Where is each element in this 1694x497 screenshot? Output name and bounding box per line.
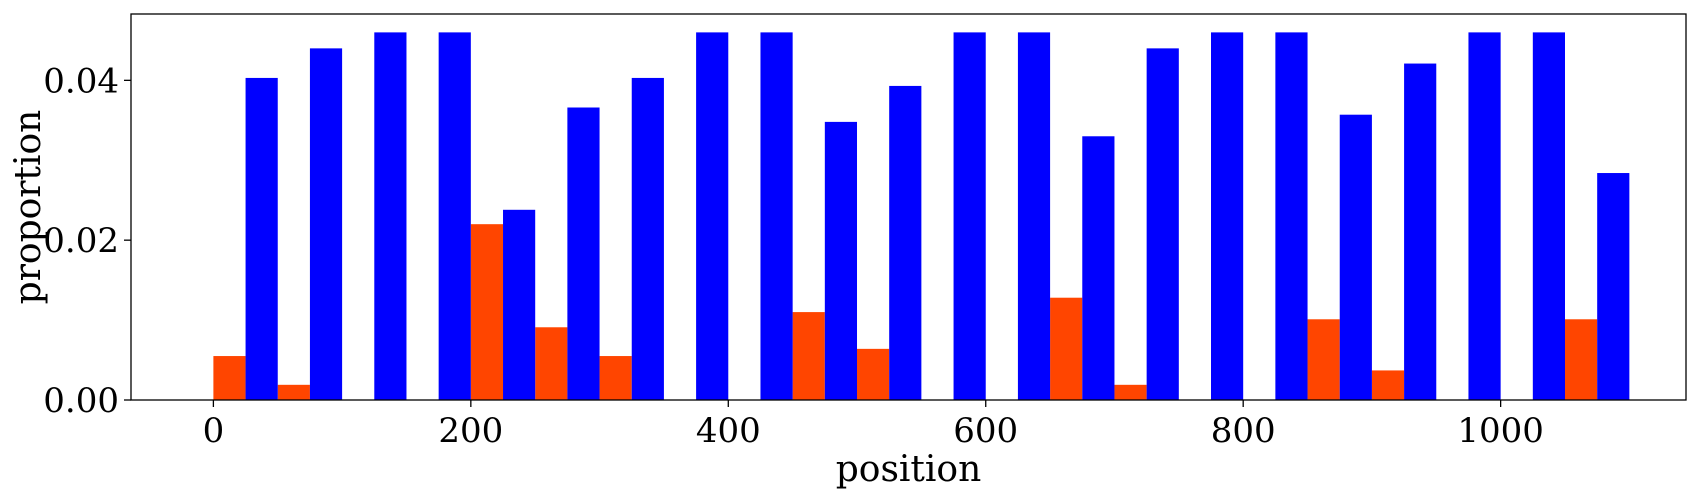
bar-series-2-19 bbox=[1468, 32, 1501, 400]
bar-series-2-1 bbox=[309, 48, 343, 401]
bar-series-2-2 bbox=[374, 32, 407, 400]
bar-series-2-9 bbox=[824, 121, 858, 401]
x-tick-label: 400 bbox=[696, 411, 761, 451]
bar-series-2-6 bbox=[631, 77, 664, 400]
x-tick-label: 800 bbox=[1211, 411, 1276, 451]
bar-series-2-0 bbox=[245, 77, 278, 400]
y-tick-label: 0.00 bbox=[43, 381, 119, 421]
bar-series-2-20 bbox=[1532, 32, 1565, 400]
bar-series-1-9 bbox=[792, 312, 825, 400]
bar-series-2-10 bbox=[889, 85, 922, 400]
bar-series-1-10 bbox=[857, 348, 890, 400]
y-axis-ticks: 0.00 0.02 0.04 bbox=[43, 61, 131, 421]
bar-series-1-5 bbox=[535, 327, 568, 400]
x-tick-label: 1000 bbox=[1457, 411, 1544, 451]
x-axis-label: position bbox=[836, 449, 982, 490]
y-axis-label: proportion bbox=[8, 110, 49, 305]
plot-frame bbox=[130, 13, 1687, 401]
bar-series-2-16 bbox=[1275, 32, 1308, 400]
bar-series-2-5 bbox=[567, 107, 600, 400]
bar-series-1-4 bbox=[470, 224, 504, 400]
bar-series-2-15 bbox=[1211, 32, 1244, 400]
bar-series-2-18 bbox=[1404, 63, 1437, 401]
bar-series-2-12 bbox=[1017, 32, 1051, 400]
bar-series-2-14 bbox=[1146, 48, 1179, 401]
bar-series-2-11 bbox=[953, 32, 986, 400]
x-tick-label: 600 bbox=[953, 411, 1018, 451]
bar-series-1-14 bbox=[1114, 384, 1147, 400]
y-tick-label: 0.04 bbox=[43, 61, 119, 101]
x-tick-label: 0 bbox=[203, 411, 225, 451]
bar-series-1-0 bbox=[213, 356, 246, 400]
bar-series-2-3 bbox=[438, 32, 471, 400]
x-axis-ticks: 0 200 400 600 800 1000 bbox=[203, 400, 1544, 451]
bar-series-2-7 bbox=[696, 32, 729, 400]
bar-series-1-18 bbox=[1371, 370, 1405, 400]
bars-layer bbox=[213, 32, 1630, 401]
bar-series-2-4 bbox=[503, 209, 536, 400]
bar-series-1-6 bbox=[599, 356, 632, 400]
bar-series-1-17 bbox=[1307, 319, 1340, 400]
bar-series-1-1 bbox=[277, 384, 310, 400]
bar-series-2-21 bbox=[1597, 173, 1630, 400]
bar-series-2-8 bbox=[760, 32, 793, 400]
bar-series-2-17 bbox=[1339, 114, 1372, 401]
bar-series-2-13 bbox=[1082, 136, 1115, 400]
y-tick-label: 0.02 bbox=[43, 221, 119, 261]
bar-series-1-21 bbox=[1564, 319, 1598, 400]
bar-series-1-13 bbox=[1050, 297, 1083, 400]
x-tick-label: 200 bbox=[438, 411, 503, 451]
